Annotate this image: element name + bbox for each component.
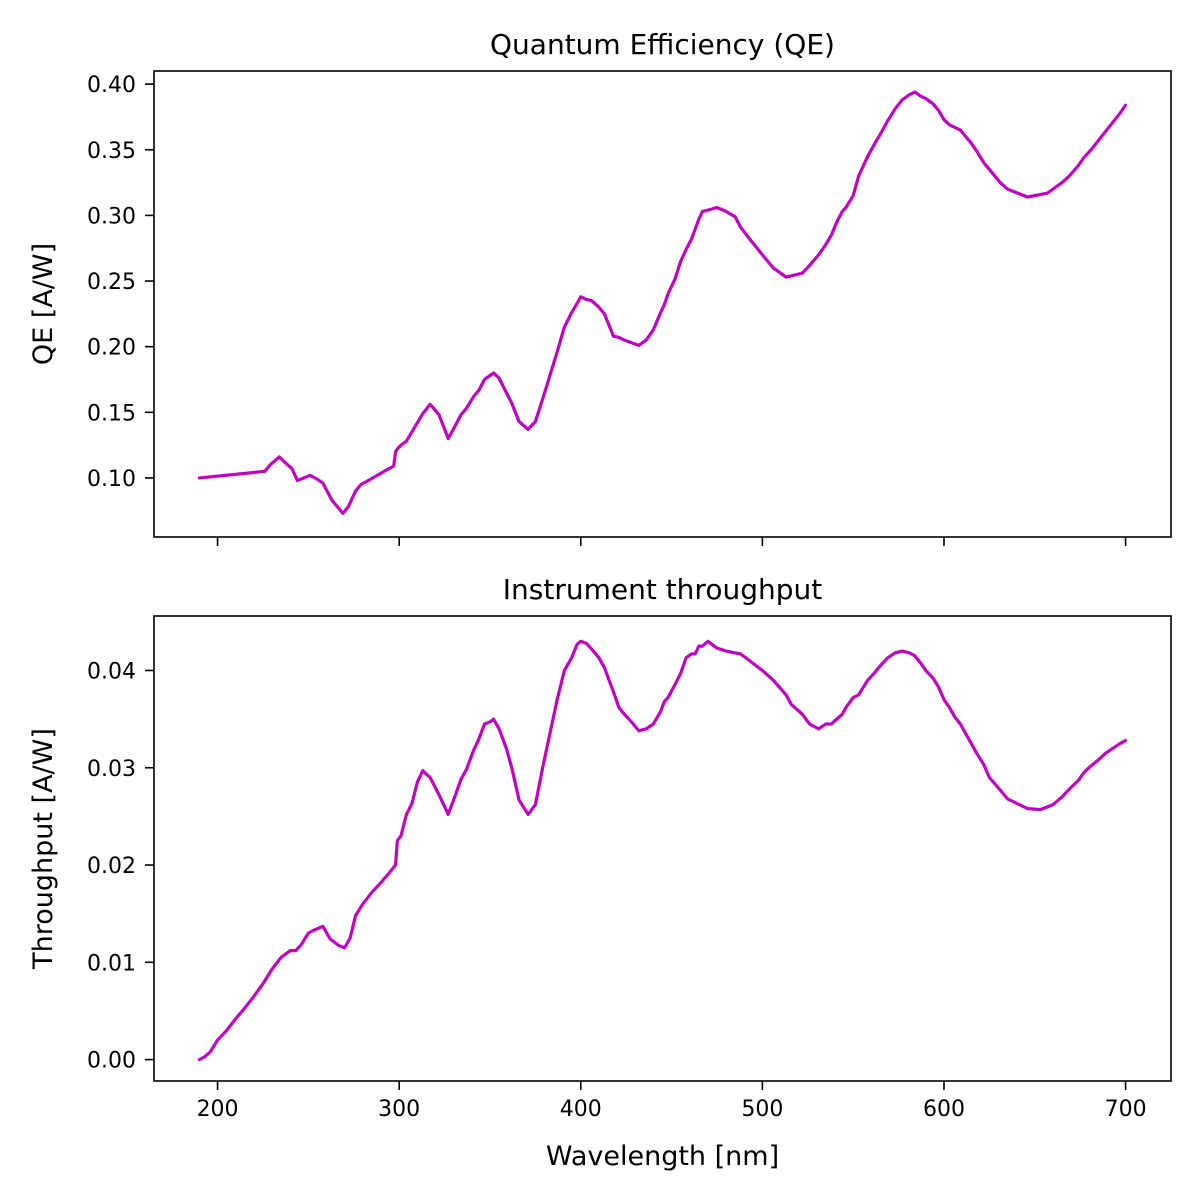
qe-y-tick-label: 0.25	[87, 270, 136, 295]
qe-panel: 0.10 0.15 0.20 0.25 0.30 0.35 0.40 Quantum Effi…	[28, 28, 1172, 546]
throughput-y-tick-label: 0.03	[87, 757, 136, 782]
qe-y-tick-label: 0.15	[87, 401, 136, 426]
throughput-y-tick-label: 0.00	[87, 1049, 136, 1074]
qe-y-tick-label: 0.35	[87, 139, 136, 164]
qe-plot-frame	[153, 70, 1172, 538]
throughput-x-tick-label: 300	[378, 1097, 420, 1122]
throughput-series-line	[197, 639, 1128, 1062]
qe-series-line	[197, 90, 1128, 515]
throughput-x-tick-label: 200	[197, 1097, 239, 1122]
qe-y-tick-label: 0.40	[87, 73, 136, 98]
qe-chart-title: Quantum Efficiency (QE)	[490, 28, 835, 61]
throughput-y-axis-label: Throughput [A/W]	[28, 728, 59, 970]
throughput-x-axis-label: Wavelength [nm]	[546, 1141, 779, 1172]
throughput-x-tick-label: 400	[560, 1097, 602, 1122]
throughput-plot-frame	[153, 615, 1172, 1082]
throughput-x-tick-label: 700	[1105, 1097, 1147, 1122]
throughput-y-tick-label: 0.01	[87, 951, 136, 976]
throughput-chart-title: Instrument throughput	[503, 573, 822, 606]
throughput-y-tick-label: 0.04	[87, 659, 136, 684]
qe-y-tick-label: 0.20	[87, 336, 136, 361]
throughput-y-tick-label: 0.02	[87, 854, 136, 879]
qe-y-tick-label: 0.30	[87, 204, 136, 229]
qe-y-tick-label: 0.10	[87, 467, 136, 492]
qe-y-axis-label: QE [A/W]	[28, 243, 59, 365]
throughput-panel: 200 300 400 500 600 700 0.00 0.01 0.02 0.03 0.04 In…	[28, 573, 1172, 1172]
throughput-x-tick-label: 600	[923, 1097, 965, 1122]
throughput-x-tick-label: 500	[741, 1097, 783, 1122]
